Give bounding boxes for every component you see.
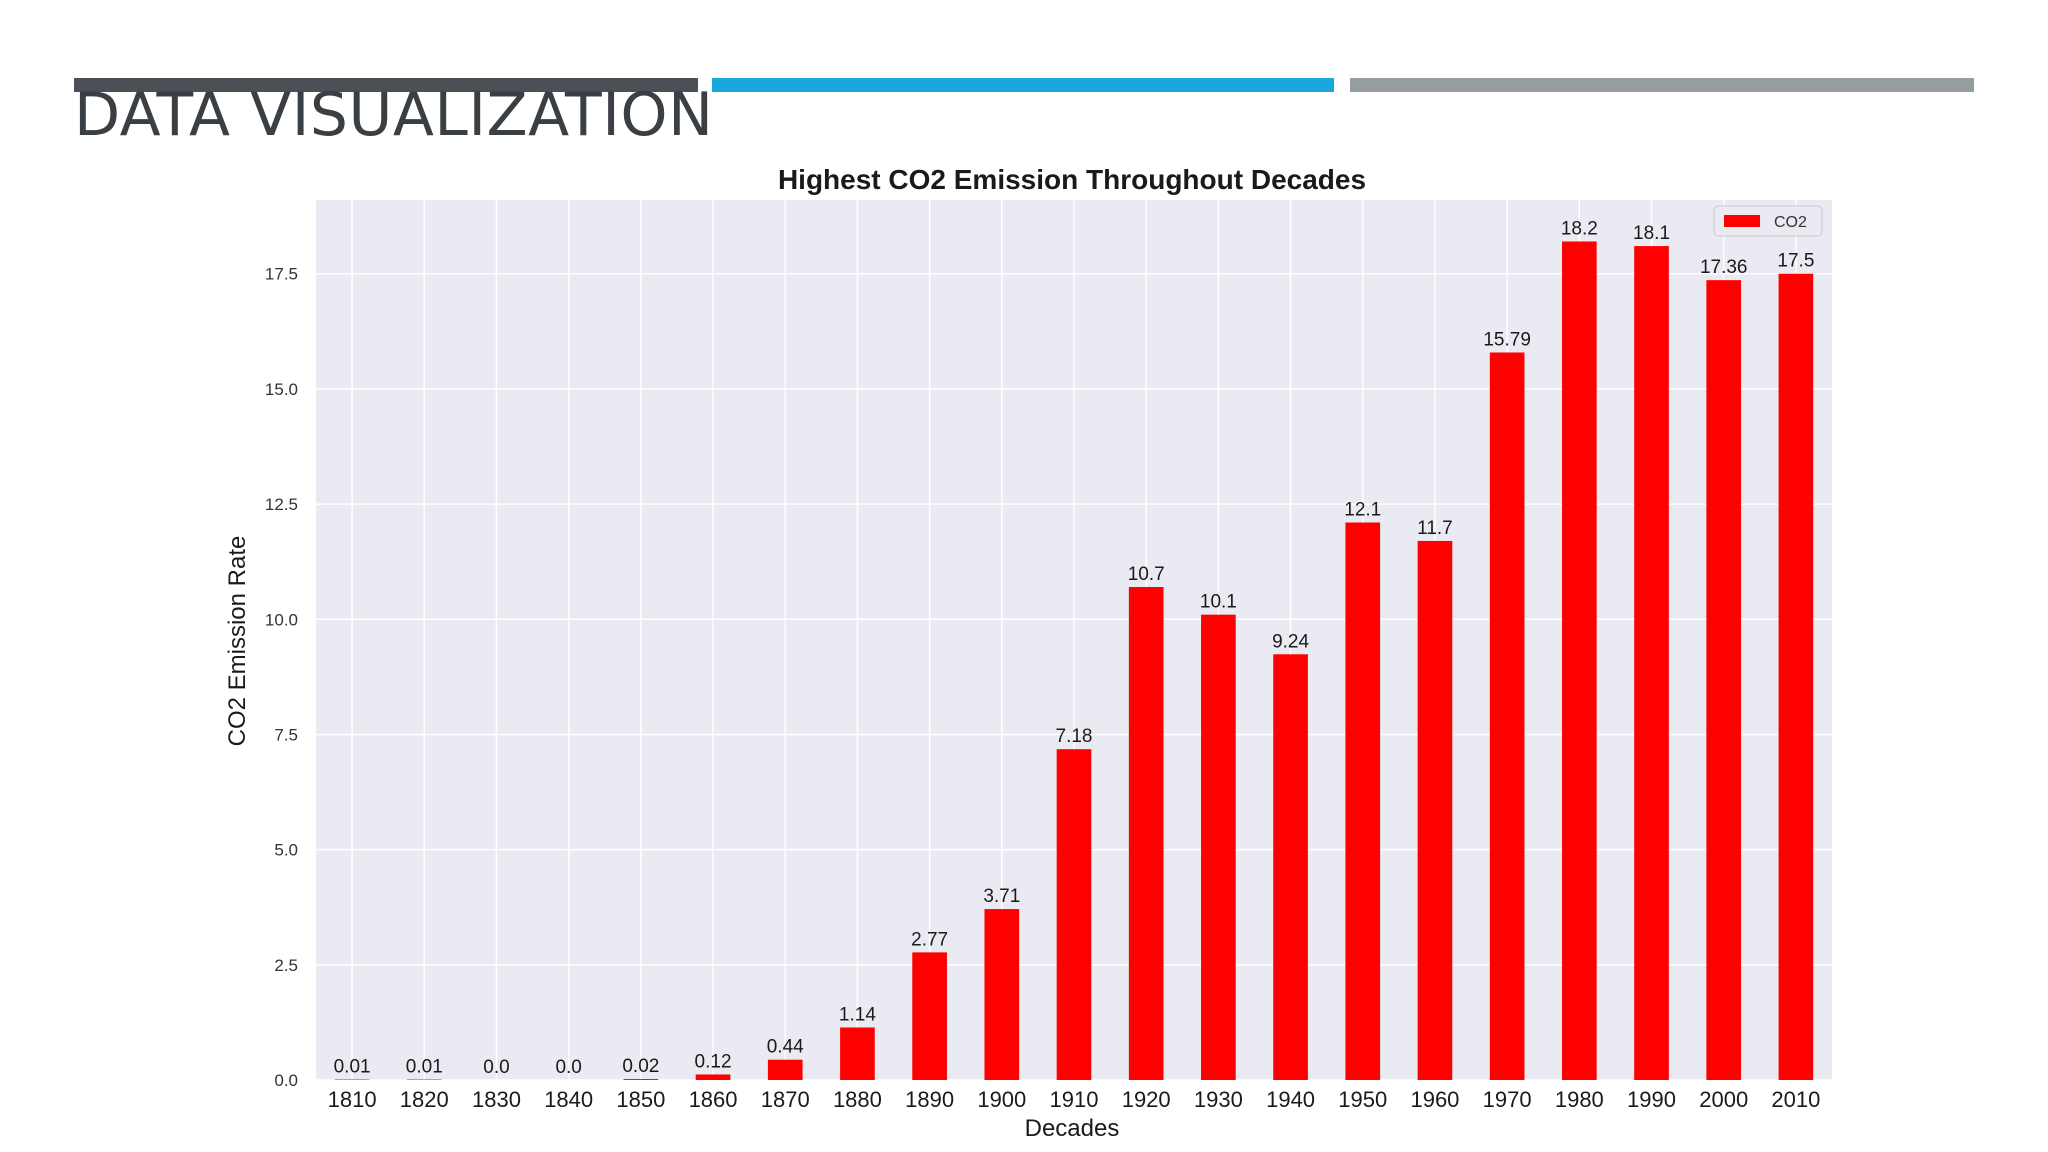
bar: [1562, 241, 1597, 1081]
bar-value-label: 17.5: [1777, 251, 1814, 272]
slide-title: DATA VISUALIZATION: [74, 80, 714, 150]
bar-value-label: 18.2: [1561, 218, 1598, 239]
bar-value-label: 9.24: [1272, 631, 1309, 652]
bar: [1706, 280, 1742, 1080]
x-tick-label: 1880: [833, 1087, 882, 1112]
y-axis-label: CO2 Emission Rate: [224, 536, 251, 747]
accent-bar-gray: [1350, 78, 1974, 92]
legend: CO2: [1713, 205, 1823, 237]
bar-value-label: 0.44: [767, 1037, 804, 1058]
legend-box: [1713, 205, 1823, 237]
bar: [1417, 540, 1453, 1080]
x-tick-label: 1910: [1050, 1087, 1099, 1112]
y-tick-label: 2.5: [274, 956, 298, 975]
accent-bar-blue: [712, 78, 1334, 92]
bar-value-label: 0.01: [406, 1057, 443, 1078]
x-tick-label: 1950: [1338, 1087, 1387, 1112]
bar-value-label: 7.18: [1056, 726, 1093, 747]
x-tick-label: 1930: [1194, 1087, 1243, 1112]
x-tick-label: 1830: [472, 1087, 521, 1112]
bar-value-label: 2.77: [911, 929, 948, 950]
bar-value-label: 15.79: [1483, 330, 1531, 351]
bar-value-label: 0.01: [334, 1057, 371, 1078]
y-tick-label: 15.0: [265, 380, 298, 399]
x-tick-label: 1970: [1483, 1087, 1532, 1112]
x-tick-label: 1890: [905, 1087, 954, 1112]
plot-group: 0.02.55.07.510.012.515.017.50.0118100.01…: [265, 200, 1832, 1112]
bar-value-label: 0.12: [695, 1051, 732, 1072]
bar-value-label: 1.14: [839, 1004, 876, 1025]
x-tick-label: 2010: [1771, 1087, 1820, 1112]
bar: [840, 1027, 875, 1080]
bar: [767, 1059, 803, 1080]
x-tick-label: 1920: [1122, 1087, 1171, 1112]
bar-value-label: 0.0: [483, 1057, 509, 1078]
x-tick-label: 1990: [1627, 1087, 1676, 1112]
x-tick-label: 1960: [1410, 1087, 1459, 1112]
bar-value-label: 10.7: [1128, 564, 1165, 585]
x-tick-label: 1860: [689, 1087, 738, 1112]
x-tick-label: 2000: [1699, 1087, 1748, 1112]
bar: [1273, 654, 1308, 1080]
bar: [1778, 273, 1814, 1080]
bar: [1201, 614, 1236, 1080]
x-tick-label: 1840: [544, 1087, 593, 1112]
bar-value-label: 0.02: [622, 1056, 659, 1077]
y-tick-label: 17.5: [265, 265, 298, 284]
x-tick-label: 1870: [761, 1087, 810, 1112]
legend-label: CO2: [1774, 214, 1807, 231]
bar-value-label: 17.36: [1700, 257, 1748, 278]
bar: [695, 1074, 731, 1080]
bar-value-label: 12.1: [1344, 500, 1381, 521]
bar-value-label: 3.71: [983, 886, 1020, 907]
accent-bar-dark: [74, 78, 698, 92]
bar: [912, 952, 947, 1080]
x-tick-label: 1810: [328, 1087, 377, 1112]
x-tick-label: 1900: [977, 1087, 1026, 1112]
bar-value-label: 0.0: [555, 1057, 581, 1078]
bar: [623, 1079, 659, 1080]
bar: [1489, 352, 1525, 1080]
chart-title: Highest CO2 Emission Throughout Decades: [778, 164, 1366, 195]
legend-swatch: [1724, 215, 1760, 227]
x-tick-label: 1980: [1555, 1087, 1604, 1112]
x-tick-label: 1940: [1266, 1087, 1315, 1112]
bar-value-label: 11.7: [1417, 518, 1453, 539]
bar: [1056, 749, 1092, 1080]
y-tick-label: 0.0: [274, 1071, 298, 1090]
y-tick-label: 12.5: [265, 495, 298, 514]
bar: [1128, 587, 1164, 1080]
bar: [984, 909, 1020, 1080]
bar: [1634, 246, 1669, 1080]
x-tick-label: 1820: [400, 1087, 449, 1112]
y-tick-label: 5.0: [274, 841, 298, 860]
bar-value-label: 18.1: [1633, 223, 1670, 244]
x-tick-label: 1850: [616, 1087, 665, 1112]
y-tick-label: 10.0: [265, 610, 298, 629]
y-tick-label: 7.5: [274, 725, 298, 744]
bar-value-label: 10.1: [1200, 592, 1237, 613]
x-axis-label: Decades: [1025, 1115, 1120, 1142]
bar: [1345, 522, 1381, 1080]
